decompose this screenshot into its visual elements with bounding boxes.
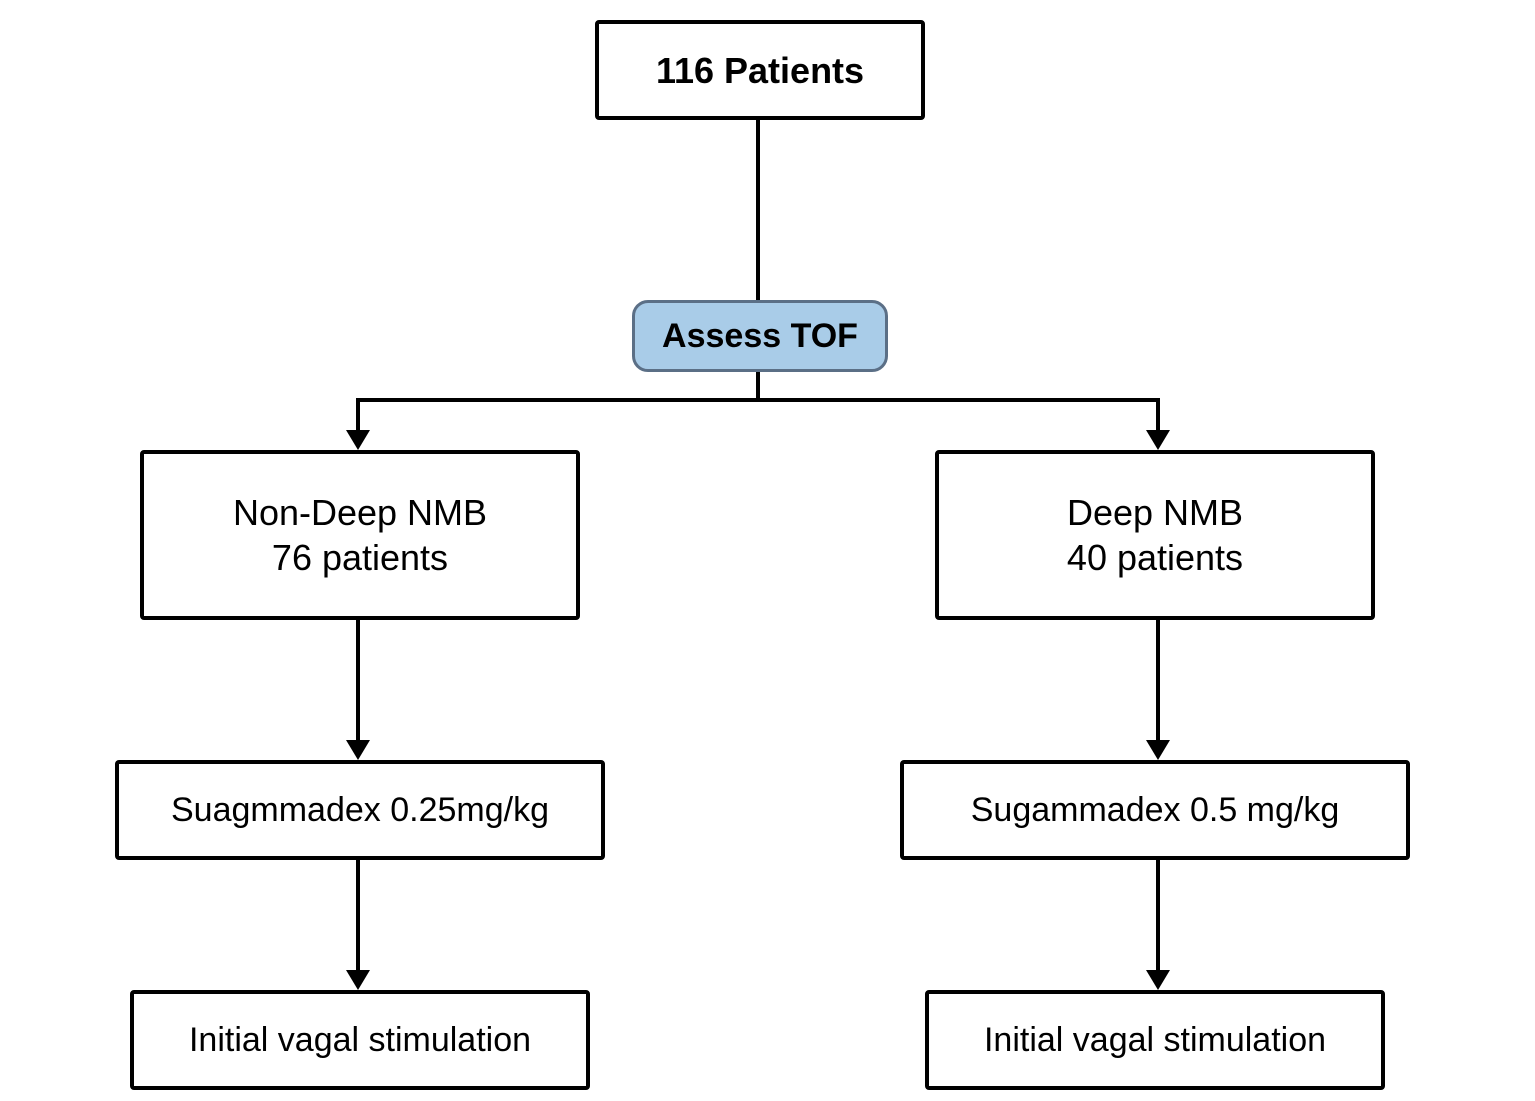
arrow-branch-to-left xyxy=(346,430,370,450)
node-deep-nmb: Deep NMB 40 patients xyxy=(935,450,1375,620)
node-deep-line2: 40 patients xyxy=(1067,535,1243,580)
node-right-vagal-label: Initial vagal stimulation xyxy=(984,1019,1326,1062)
connector-left-group-to-dose xyxy=(356,620,360,740)
connector-right-dose-to-end xyxy=(1156,860,1160,970)
connector-branch-to-right xyxy=(1156,398,1160,430)
node-right-vagal: Initial vagal stimulation xyxy=(925,990,1385,1090)
node-non-deep-line2: 76 patients xyxy=(272,535,448,580)
arrow-right-group-to-dose xyxy=(1146,740,1170,760)
node-assess-label: Assess TOF xyxy=(662,315,858,358)
node-root-label: 116 Patients xyxy=(656,48,864,93)
node-non-deep-line1: Non-Deep NMB xyxy=(233,490,487,535)
node-root-patients: 116 Patients xyxy=(595,20,925,120)
node-left-dose-label: Suagmmadex 0.25mg/kg xyxy=(171,789,549,832)
node-deep-line1: Deep NMB xyxy=(1067,490,1243,535)
connector-root-to-assess xyxy=(756,120,760,300)
node-left-dose: Suagmmadex 0.25mg/kg xyxy=(115,760,605,860)
arrow-branch-to-right xyxy=(1146,430,1170,450)
connector-left-dose-to-end xyxy=(356,860,360,970)
node-right-dose-label: Sugammadex 0.5 mg/kg xyxy=(971,789,1340,832)
node-left-vagal-label: Initial vagal stimulation xyxy=(189,1019,531,1062)
arrow-right-dose-to-end xyxy=(1146,970,1170,990)
node-left-vagal: Initial vagal stimulation xyxy=(130,990,590,1090)
node-right-dose: Sugammadex 0.5 mg/kg xyxy=(900,760,1410,860)
flowchart-canvas: 116 Patients Assess TOF Non-Deep NMB 76 … xyxy=(0,0,1535,1101)
connector-right-group-to-dose xyxy=(1156,620,1160,740)
connector-branch-horizontal xyxy=(356,398,1160,402)
node-assess-tof: Assess TOF xyxy=(632,300,888,372)
arrow-left-group-to-dose xyxy=(346,740,370,760)
connector-branch-to-left xyxy=(356,398,360,430)
arrow-left-dose-to-end xyxy=(346,970,370,990)
node-non-deep-nmb: Non-Deep NMB 76 patients xyxy=(140,450,580,620)
